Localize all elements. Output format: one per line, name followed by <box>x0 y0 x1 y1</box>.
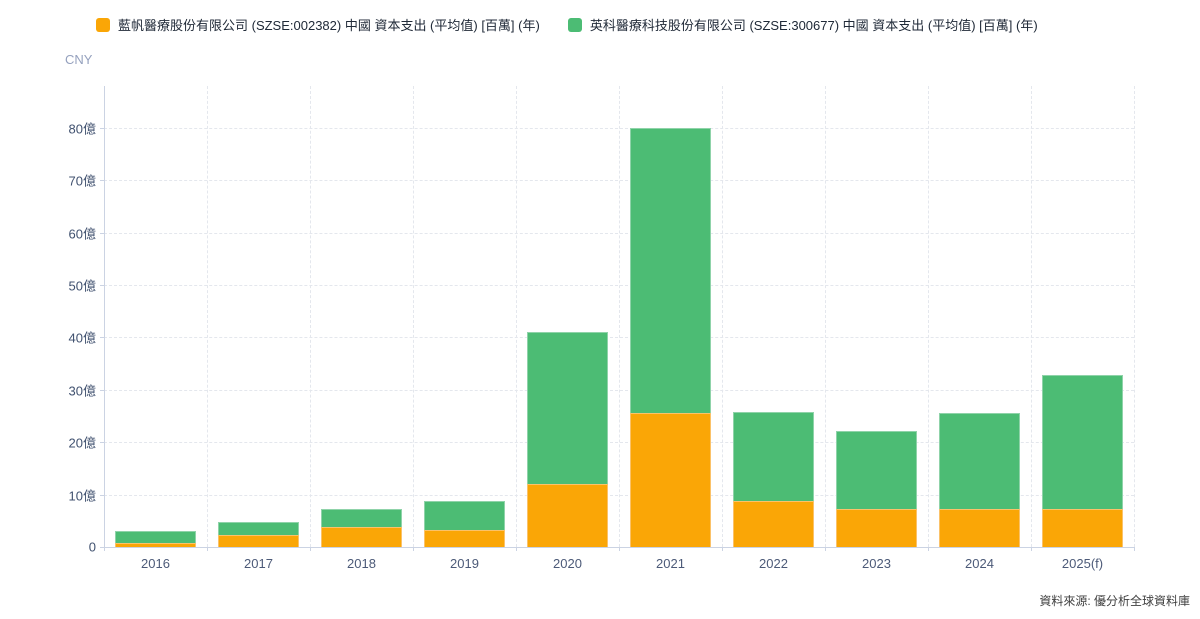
y-axis-tick <box>100 442 104 444</box>
y-axis-tick-label: 50億 <box>68 278 96 294</box>
bar-segment-2021-series0[interactable] <box>630 413 711 547</box>
bar-segment-2020-series0[interactable] <box>527 484 608 547</box>
bar-segment-2018-series0[interactable] <box>321 526 402 547</box>
bar-segment-2024-series0[interactable] <box>939 508 1020 547</box>
bar-segment-2023-series1[interactable] <box>836 431 917 509</box>
x-axis-label-2018: 2018 <box>347 556 376 571</box>
y-axis-tick-label: 80億 <box>68 121 96 137</box>
bar-segment-2017-series1[interactable] <box>218 521 299 536</box>
x-axis-tick <box>104 547 105 551</box>
gridline-vertical <box>1031 86 1032 547</box>
bar-segment-2018-series1[interactable] <box>321 508 402 527</box>
x-axis-label-2023: 2023 <box>862 556 891 571</box>
y-axis-line <box>104 86 105 547</box>
bar-segment-2021-series1[interactable] <box>630 127 711 414</box>
x-axis-tick <box>516 547 517 551</box>
data-source-note: 資料來源: 優分析全球資料庫 <box>1039 594 1190 608</box>
x-axis-label-2024: 2024 <box>965 556 994 571</box>
bar-segment-2025(f)-series0[interactable] <box>1042 509 1123 547</box>
x-axis-line <box>104 547 1135 548</box>
x-axis-tick <box>413 547 414 551</box>
x-axis-label-2020: 2020 <box>553 556 582 571</box>
y-axis-tick <box>100 127 104 129</box>
y-axis-tick-label: 10億 <box>68 488 96 504</box>
bar-segment-2025(f)-series1[interactable] <box>1042 374 1123 510</box>
y-axis-tick <box>100 494 104 496</box>
y-axis-tick <box>100 337 104 339</box>
x-axis-tick <box>722 547 723 551</box>
gridline-vertical <box>207 86 208 547</box>
y-axis-tick-label: 30億 <box>68 383 96 399</box>
legend-item-lanfan-medical[interactable]: 藍帆醫療股份有限公司 (SZSE:002382) 中國 資本支出 (平均值) [… <box>96 15 540 34</box>
y-axis-tick <box>100 180 104 182</box>
legend-item-intco-medical[interactable]: 英科醫療科技股份有限公司 (SZSE:300677) 中國 資本支出 (平均值)… <box>567 15 1038 34</box>
legend-swatch-intco-icon <box>567 17 582 32</box>
x-axis-label-2022: 2022 <box>759 556 788 571</box>
gridline-vertical <box>825 86 826 547</box>
y-axis-tick-label: 70億 <box>68 173 96 189</box>
x-axis-label-2017: 2017 <box>244 556 273 571</box>
y-axis-tick-label: 60億 <box>68 226 96 242</box>
x-axis-tick <box>928 547 929 551</box>
x-axis-label-2019: 2019 <box>450 556 479 571</box>
y-axis-tick-label: 0 <box>88 539 96 555</box>
legend-label-lanfan: 藍帆醫療股份有限公司 (SZSE:002382) 中國 資本支出 (平均值) [… <box>118 18 540 33</box>
legend-swatch-lanfan-icon <box>96 17 110 32</box>
gridline-vertical <box>1134 86 1135 547</box>
bar-segment-2019-series0[interactable] <box>424 529 505 547</box>
x-axis-label-2016: 2016 <box>141 556 170 571</box>
bar-segment-2022-series0[interactable] <box>733 500 814 547</box>
bar-segment-2016-series0[interactable] <box>115 543 196 547</box>
bar-segment-2020-series1[interactable] <box>527 332 608 485</box>
chart-legend: 藍帆醫療股份有限公司 (SZSE:002382) 中國 資本支出 (平均值) [… <box>96 15 1038 34</box>
gridline-vertical <box>928 86 929 547</box>
y-axis-unit-label: CNY <box>65 52 93 67</box>
y-axis-tick <box>100 389 104 391</box>
bar-segment-2022-series1[interactable] <box>733 411 814 501</box>
y-axis-tick <box>100 232 104 234</box>
y-axis-tick <box>100 547 104 548</box>
bar-segment-2024-series1[interactable] <box>939 413 1020 509</box>
x-axis-tick <box>1031 547 1032 551</box>
gridline-vertical <box>722 86 723 547</box>
gridline-vertical <box>310 86 311 547</box>
y-axis-tick <box>100 285 104 287</box>
x-axis-tick <box>619 547 620 551</box>
gridline-vertical <box>413 86 414 547</box>
bar-segment-2019-series1[interactable] <box>424 501 505 530</box>
x-axis-label-2021: 2021 <box>656 556 685 571</box>
gridline-vertical <box>516 86 517 547</box>
x-axis-tick <box>310 547 311 551</box>
legend-label-intco: 英科醫療科技股份有限公司 (SZSE:300677) 中國 資本支出 (平均值)… <box>589 18 1038 33</box>
bar-segment-2016-series1[interactable] <box>115 531 196 544</box>
y-axis-tick-label: 40億 <box>68 330 96 346</box>
x-axis-label-2025(f): 2025(f) <box>1061 556 1104 571</box>
gridline-vertical <box>619 86 620 547</box>
x-axis-tick <box>1134 547 1135 551</box>
x-axis-tick <box>825 547 826 551</box>
bar-segment-2017-series0[interactable] <box>218 535 299 547</box>
bar-segment-2023-series0[interactable] <box>836 508 917 547</box>
x-axis-tick <box>207 547 208 551</box>
y-axis-tick-label: 20億 <box>68 435 96 451</box>
